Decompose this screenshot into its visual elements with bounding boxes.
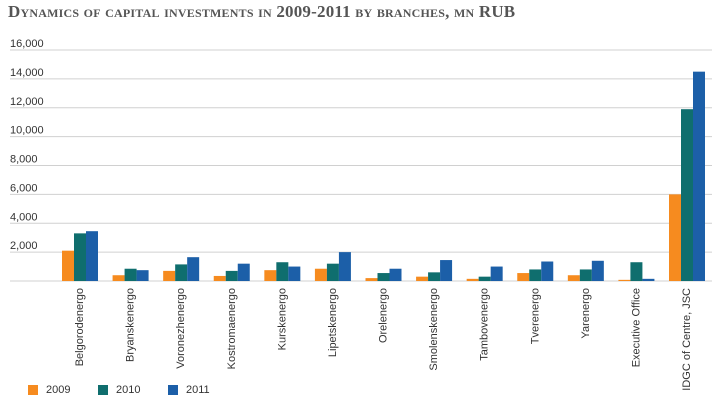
- bar-2009-2: [163, 270, 176, 281]
- y-tick-label: 4,000: [10, 211, 38, 223]
- bar-2009-5: [314, 268, 327, 281]
- bar-2011-9: [541, 261, 554, 281]
- bar-2010-4: [276, 262, 289, 281]
- bar-2009-7: [416, 276, 429, 281]
- bar-2010-11: [630, 262, 643, 281]
- bar-2010-1: [124, 268, 137, 281]
- bar-2011-1: [136, 270, 149, 281]
- y-tick-label: 16,000: [10, 38, 44, 50]
- bar-2011-3: [237, 263, 250, 281]
- legend-item-2011: 2011: [168, 384, 238, 396]
- bar-2009-11: [618, 279, 631, 281]
- bar-2010-10: [579, 269, 592, 281]
- legend-swatch: [98, 385, 108, 395]
- bar-2009-10: [567, 275, 580, 281]
- legend-swatch: [28, 385, 38, 395]
- bar-2009-9: [517, 273, 530, 281]
- bar-2009-8: [466, 278, 479, 281]
- x-category-label: Bryanskenergo: [125, 288, 137, 362]
- bar-2010-12: [681, 109, 693, 281]
- y-tick-label: 8,000: [10, 154, 38, 166]
- y-tick-label: 2,000: [10, 240, 38, 252]
- x-category-label: Kurskenergo: [276, 288, 288, 350]
- bar-2010-7: [428, 272, 441, 281]
- bar-2011-0: [86, 231, 98, 281]
- bar-2009-6: [365, 278, 378, 281]
- x-category-label: Orelenergo: [378, 288, 390, 343]
- x-category-label: Kostromaenergo: [226, 288, 238, 369]
- x-category-label: Yarenergo: [580, 288, 592, 339]
- legend-item-2009: 2009: [28, 384, 98, 396]
- bar-2011-11: [642, 278, 655, 281]
- bar-2009-3: [213, 275, 226, 281]
- y-tick-label: 14,000: [10, 67, 44, 79]
- bar-2009-1: [112, 275, 125, 281]
- x-category-label: Tverenergo: [529, 288, 541, 344]
- legend-label: 2011: [186, 384, 210, 396]
- bar-2010-5: [326, 263, 339, 281]
- bar-2010-6: [377, 273, 390, 281]
- bar-2009-0: [62, 250, 74, 281]
- bar-2010-9: [529, 269, 542, 281]
- bar-2011-6: [389, 268, 402, 281]
- x-category-label: Belgorodenergo: [74, 288, 86, 366]
- bar-2010-3: [225, 270, 238, 281]
- bar-2011-2: [187, 257, 200, 281]
- bar-2011-5: [338, 252, 351, 281]
- x-category-label: Executive Office: [630, 288, 642, 367]
- chart-title: Dynamics of capital investments in 2009-…: [8, 2, 516, 21]
- y-tick-label: 12,000: [10, 96, 44, 108]
- bar-2010-0: [74, 233, 86, 281]
- legend-item-2010: 2010: [98, 384, 168, 396]
- chart-legend: 2009 2010 2011: [28, 384, 238, 396]
- x-category-label: Lipetskenergo: [327, 288, 339, 357]
- x-category-label: Tambovenergo: [479, 288, 491, 361]
- legend-swatch: [168, 385, 178, 395]
- legend-label: 2009: [46, 384, 71, 396]
- y-tick-label: 6,000: [10, 182, 38, 194]
- y-tick-label: 10,000: [10, 125, 44, 137]
- bar-2011-10: [591, 260, 604, 281]
- x-category-label: Voronezhenergo: [175, 288, 187, 369]
- bar-2010-2: [175, 264, 188, 281]
- bar-2010-8: [478, 276, 491, 281]
- bar-2011-12: [693, 71, 705, 281]
- x-category-label: Smolenskenergo: [428, 288, 440, 371]
- bar-2009-4: [264, 270, 277, 281]
- bar-2011-4: [288, 266, 301, 281]
- legend-label: 2010: [116, 384, 141, 396]
- bar-2011-7: [440, 260, 453, 281]
- bar-2009-12: [669, 194, 681, 281]
- x-category-label: IDGC of Centre, JSC: [681, 288, 693, 391]
- bar-2011-8: [490, 266, 503, 281]
